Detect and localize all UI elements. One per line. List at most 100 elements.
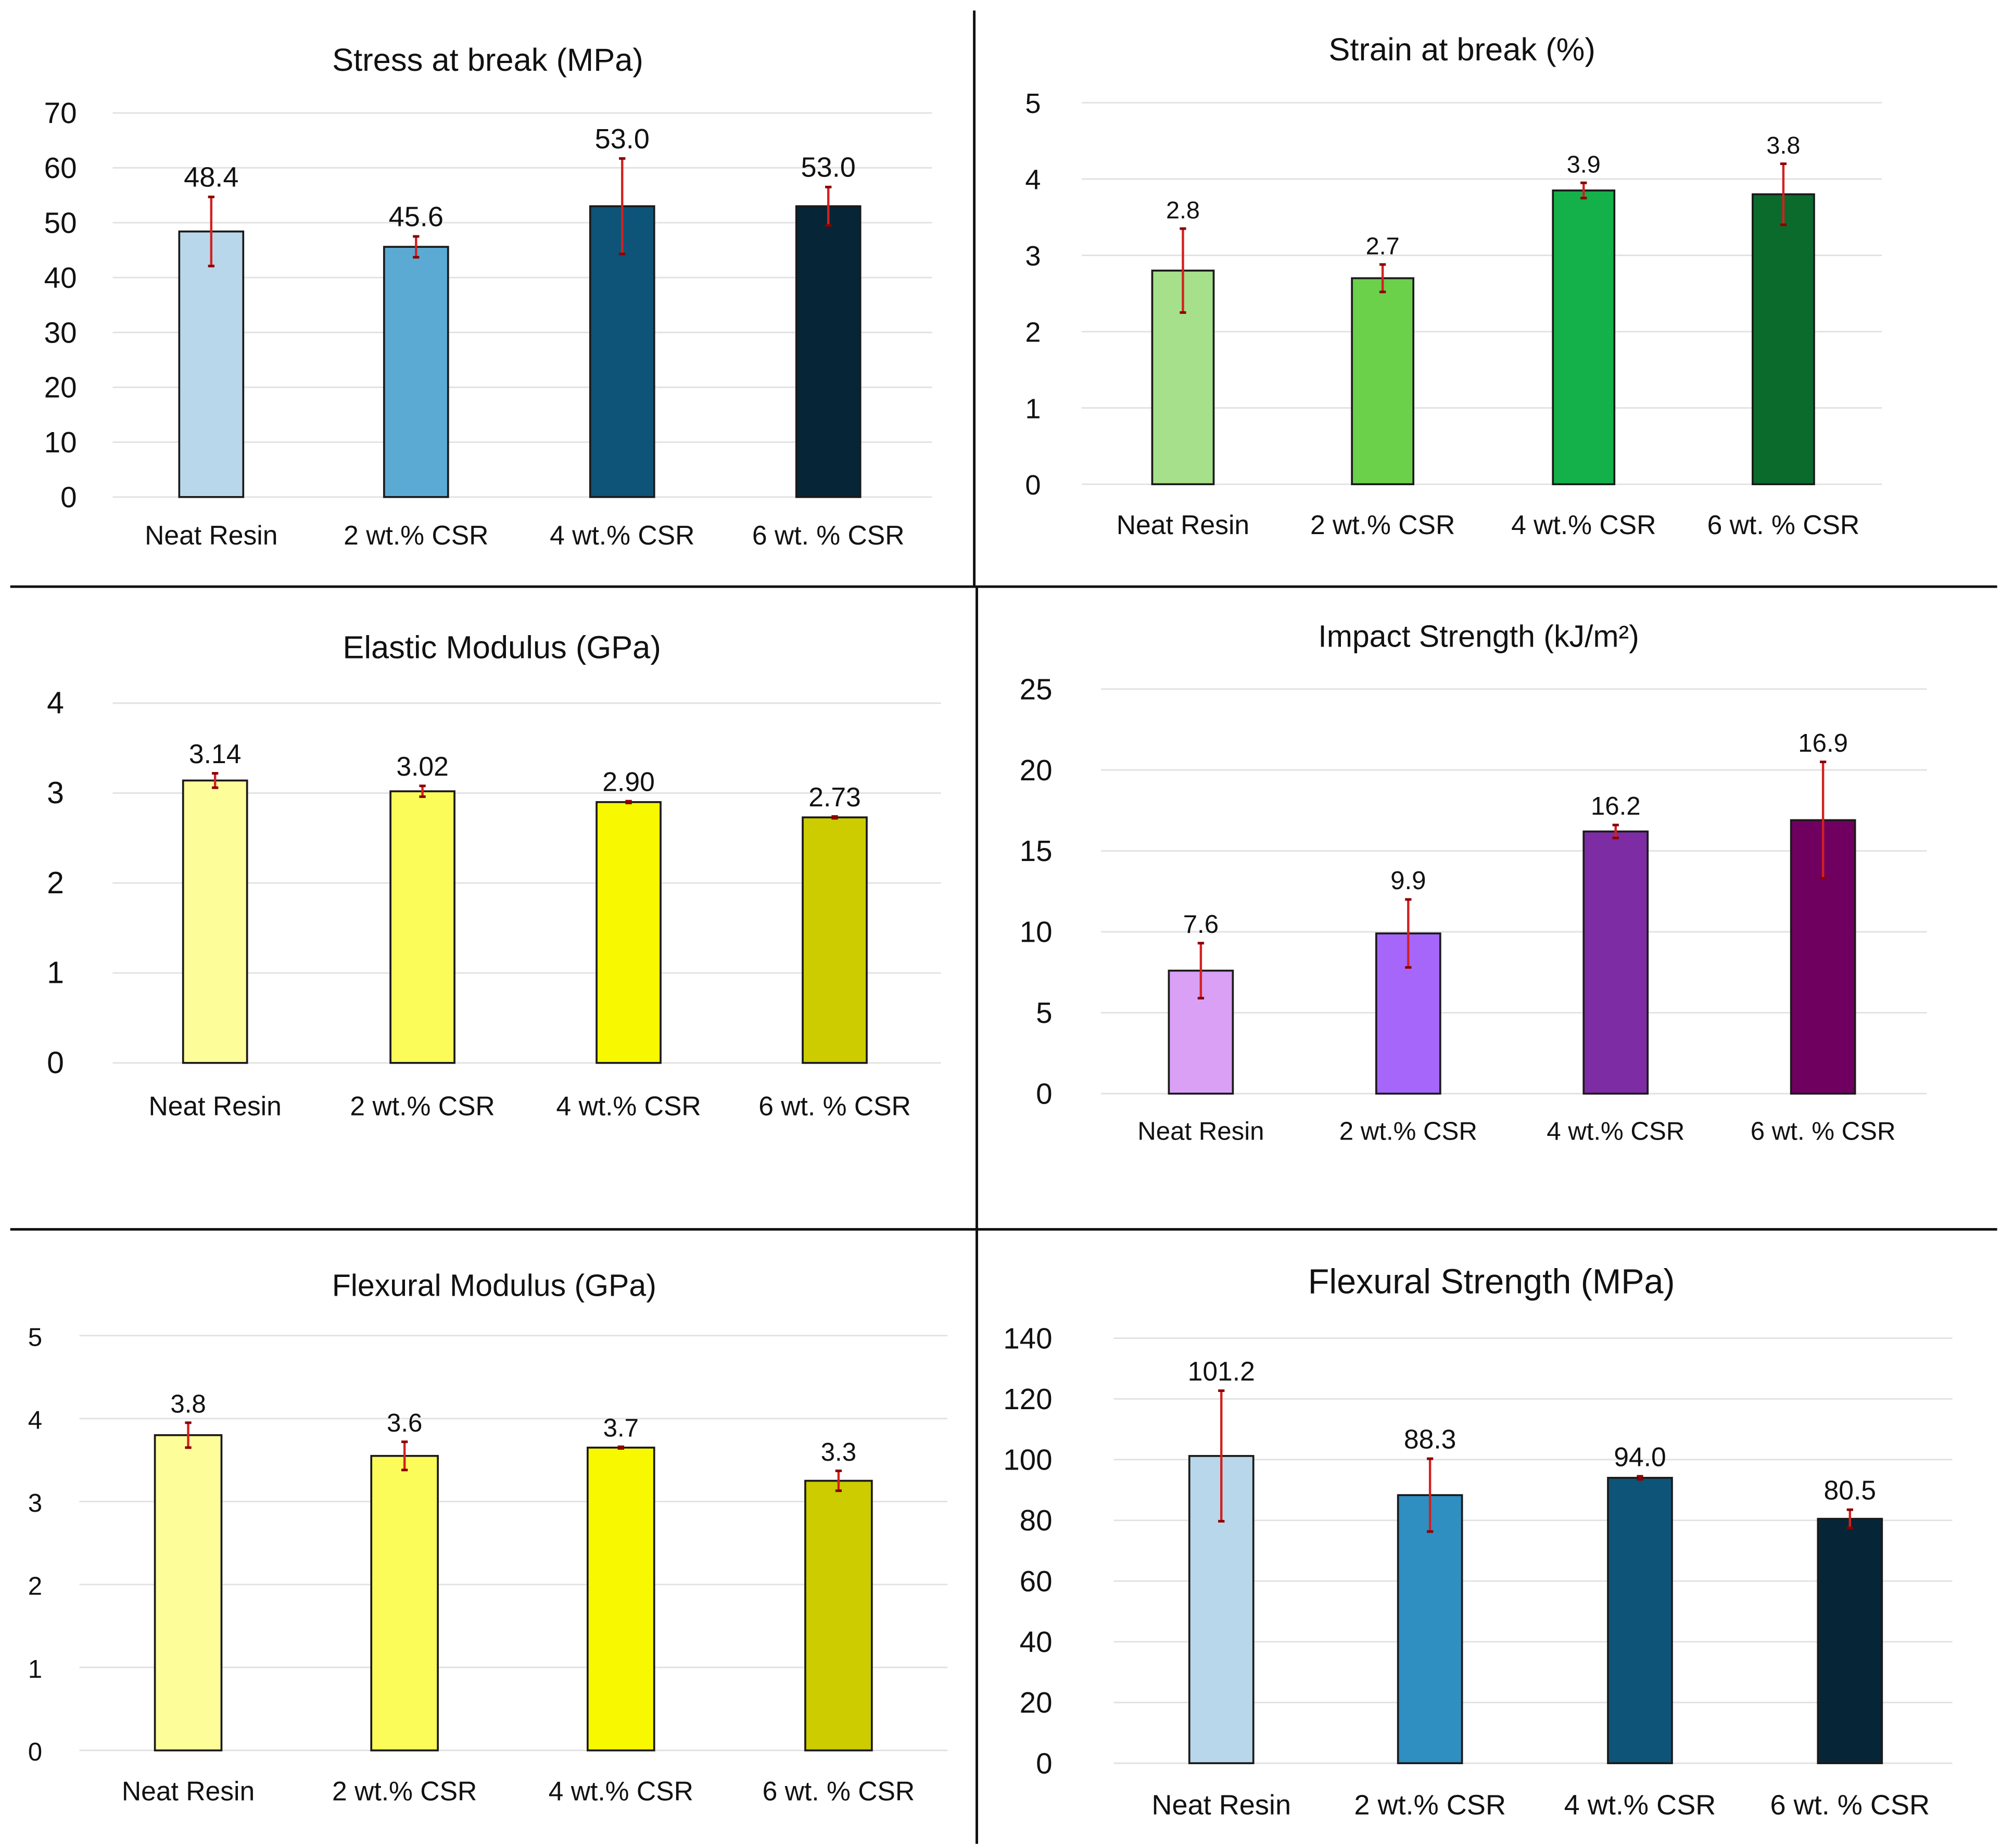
chart-title: Elastic Modulus (GPa): [343, 630, 661, 666]
x-tick-label: 2 wt.% CSR: [332, 1776, 477, 1806]
chart-title: Impact Strength (kJ/m²): [1318, 619, 1639, 654]
y-tick-label: 3: [47, 776, 64, 810]
chart-title: Stress at break (MPa): [332, 42, 643, 78]
data-label: 9.9: [1390, 866, 1426, 895]
y-tick-label: 0: [47, 1046, 64, 1080]
y-tick-label: 140: [1003, 1322, 1052, 1355]
bar: [178, 230, 245, 498]
chart-panel-4: Impact Strength (kJ/m²) 0 5 10 15 20 25 7.6 Neat…: [1020, 619, 1927, 1145]
data-label: 3.7: [603, 1414, 639, 1442]
data-label: 101.2: [1188, 1356, 1255, 1386]
bar: [1552, 189, 1616, 486]
y-tick-label: 20: [1020, 1686, 1053, 1719]
y-tick-label: 2: [1025, 317, 1041, 348]
y-tick-label: 100: [1003, 1444, 1052, 1476]
y-tick-label: 0: [1036, 1747, 1052, 1780]
y-tick-label: 0: [1025, 470, 1041, 501]
y-tick-label: 20: [1020, 754, 1053, 787]
y-tick-label: 0: [60, 480, 77, 513]
y-tick-label: 50: [44, 206, 77, 239]
data-label: 48.4: [184, 162, 238, 193]
bar: [182, 779, 248, 1064]
x-tick-label: 2 wt.% CSR: [350, 1091, 495, 1121]
bar: [1752, 193, 1815, 486]
y-tick-label: 5: [1025, 88, 1041, 119]
x-tick-label: 2 wt.% CSR: [344, 520, 488, 550]
y-tick-label: 1: [28, 1655, 42, 1684]
y-tick-label: 4: [47, 686, 64, 720]
x-tick-label: 4 wt.% CSR: [556, 1091, 701, 1121]
x-tick-label: 4 wt.% CSR: [1547, 1117, 1685, 1145]
x-tick-label: 6 wt. % CSR: [1770, 1789, 1930, 1820]
y-tick-label: 1: [1025, 393, 1041, 424]
data-label: 2.90: [602, 766, 654, 796]
x-tick-label: 2 wt.% CSR: [1339, 1117, 1477, 1145]
bar: [1817, 1517, 1883, 1764]
y-tick-label: 60: [1020, 1565, 1053, 1598]
y-tick-label: 3: [1025, 241, 1041, 272]
x-tick-label: 6 wt. % CSR: [1707, 510, 1860, 540]
y-tick-label: 25: [1020, 673, 1053, 705]
y-tick-label: 80: [1020, 1504, 1053, 1537]
chart-panel-5: Flexural Modulus (GPa) 0 1 2 3 4 5 3.8 Neat Resi…: [28, 1268, 947, 1806]
bar: [1351, 277, 1414, 486]
bar: [154, 1434, 223, 1752]
bar: [587, 1446, 655, 1752]
chart-panel-6: Flexural Strength (MPa) 0 20 40 60 80 100 120 14…: [1003, 1263, 1953, 1820]
y-tick-label: 5: [28, 1323, 42, 1351]
y-tick-label: 120: [1003, 1383, 1052, 1415]
y-tick-label: 3: [28, 1489, 42, 1517]
y-tick-label: 10: [44, 426, 77, 459]
data-label: 94.0: [1614, 1441, 1666, 1472]
y-tick-label: 4: [28, 1406, 42, 1435]
x-tick-label: 6 wt. % CSR: [758, 1091, 911, 1121]
bar: [1582, 830, 1649, 1095]
y-tick-label: 5: [1036, 996, 1052, 1029]
data-label: 3.8: [170, 1389, 206, 1418]
chart-panel-1: Stress at break (MPa) 0 10 20 30 40 50 60 70 48.4…: [44, 42, 932, 550]
bar: [383, 246, 449, 498]
x-tick-label: Neat Resin: [1137, 1117, 1264, 1145]
x-tick-label: 6 wt. % CSR: [763, 1776, 915, 1806]
y-tick-label: 2: [28, 1572, 42, 1600]
y-tick-label: 15: [1020, 834, 1053, 867]
x-tick-label: 2 wt.% CSR: [1354, 1789, 1506, 1820]
chart-title: Strain at break (%): [1328, 32, 1595, 68]
y-tick-label: 30: [44, 316, 77, 349]
y-tick-label: 4: [1025, 164, 1041, 196]
data-label: 53.0: [801, 152, 856, 183]
x-tick-label: 6 wt. % CSR: [1751, 1117, 1896, 1145]
y-tick-label: 0: [28, 1738, 42, 1766]
bar: [389, 790, 455, 1064]
data-label: 80.5: [1824, 1475, 1876, 1505]
y-tick-label: 20: [44, 371, 77, 404]
bar: [370, 1454, 439, 1752]
bar: [596, 801, 662, 1064]
bar: [795, 205, 862, 498]
x-tick-label: 4 wt.% CSR: [1564, 1789, 1716, 1820]
x-tick-label: Neat Resin: [145, 520, 277, 550]
x-tick-label: 4 wt.% CSR: [1511, 510, 1656, 540]
chart-panel-3: Elastic Modulus (GPa) 0 1 2 3 4 3.14 Neat Resin…: [47, 630, 941, 1121]
x-tick-label: Neat Resin: [122, 1776, 255, 1806]
bar: [1607, 1477, 1673, 1764]
data-label: 88.3: [1404, 1424, 1456, 1454]
data-label: 16.9: [1798, 729, 1848, 757]
x-tick-label: Neat Resin: [1151, 1789, 1291, 1820]
data-label: 53.0: [595, 123, 650, 155]
y-tick-label: 2: [47, 866, 64, 900]
x-tick-label: 2 wt.% CSR: [1310, 510, 1455, 540]
x-tick-label: Neat Resin: [1117, 510, 1249, 540]
data-label: 3.14: [189, 739, 241, 769]
chart-title: Flexural Strength (MPa): [1308, 1263, 1675, 1301]
data-label: 2.73: [808, 782, 860, 812]
bar: [802, 816, 868, 1064]
data-label: 3.6: [387, 1409, 422, 1437]
data-label: 7.6: [1183, 910, 1219, 939]
bar: [1397, 1494, 1463, 1764]
data-label: 3.02: [396, 751, 448, 781]
data-label: 2.7: [1366, 232, 1400, 259]
x-tick-label: Neat Resin: [148, 1091, 281, 1121]
chart-title: Flexural Modulus (GPa): [332, 1268, 656, 1302]
